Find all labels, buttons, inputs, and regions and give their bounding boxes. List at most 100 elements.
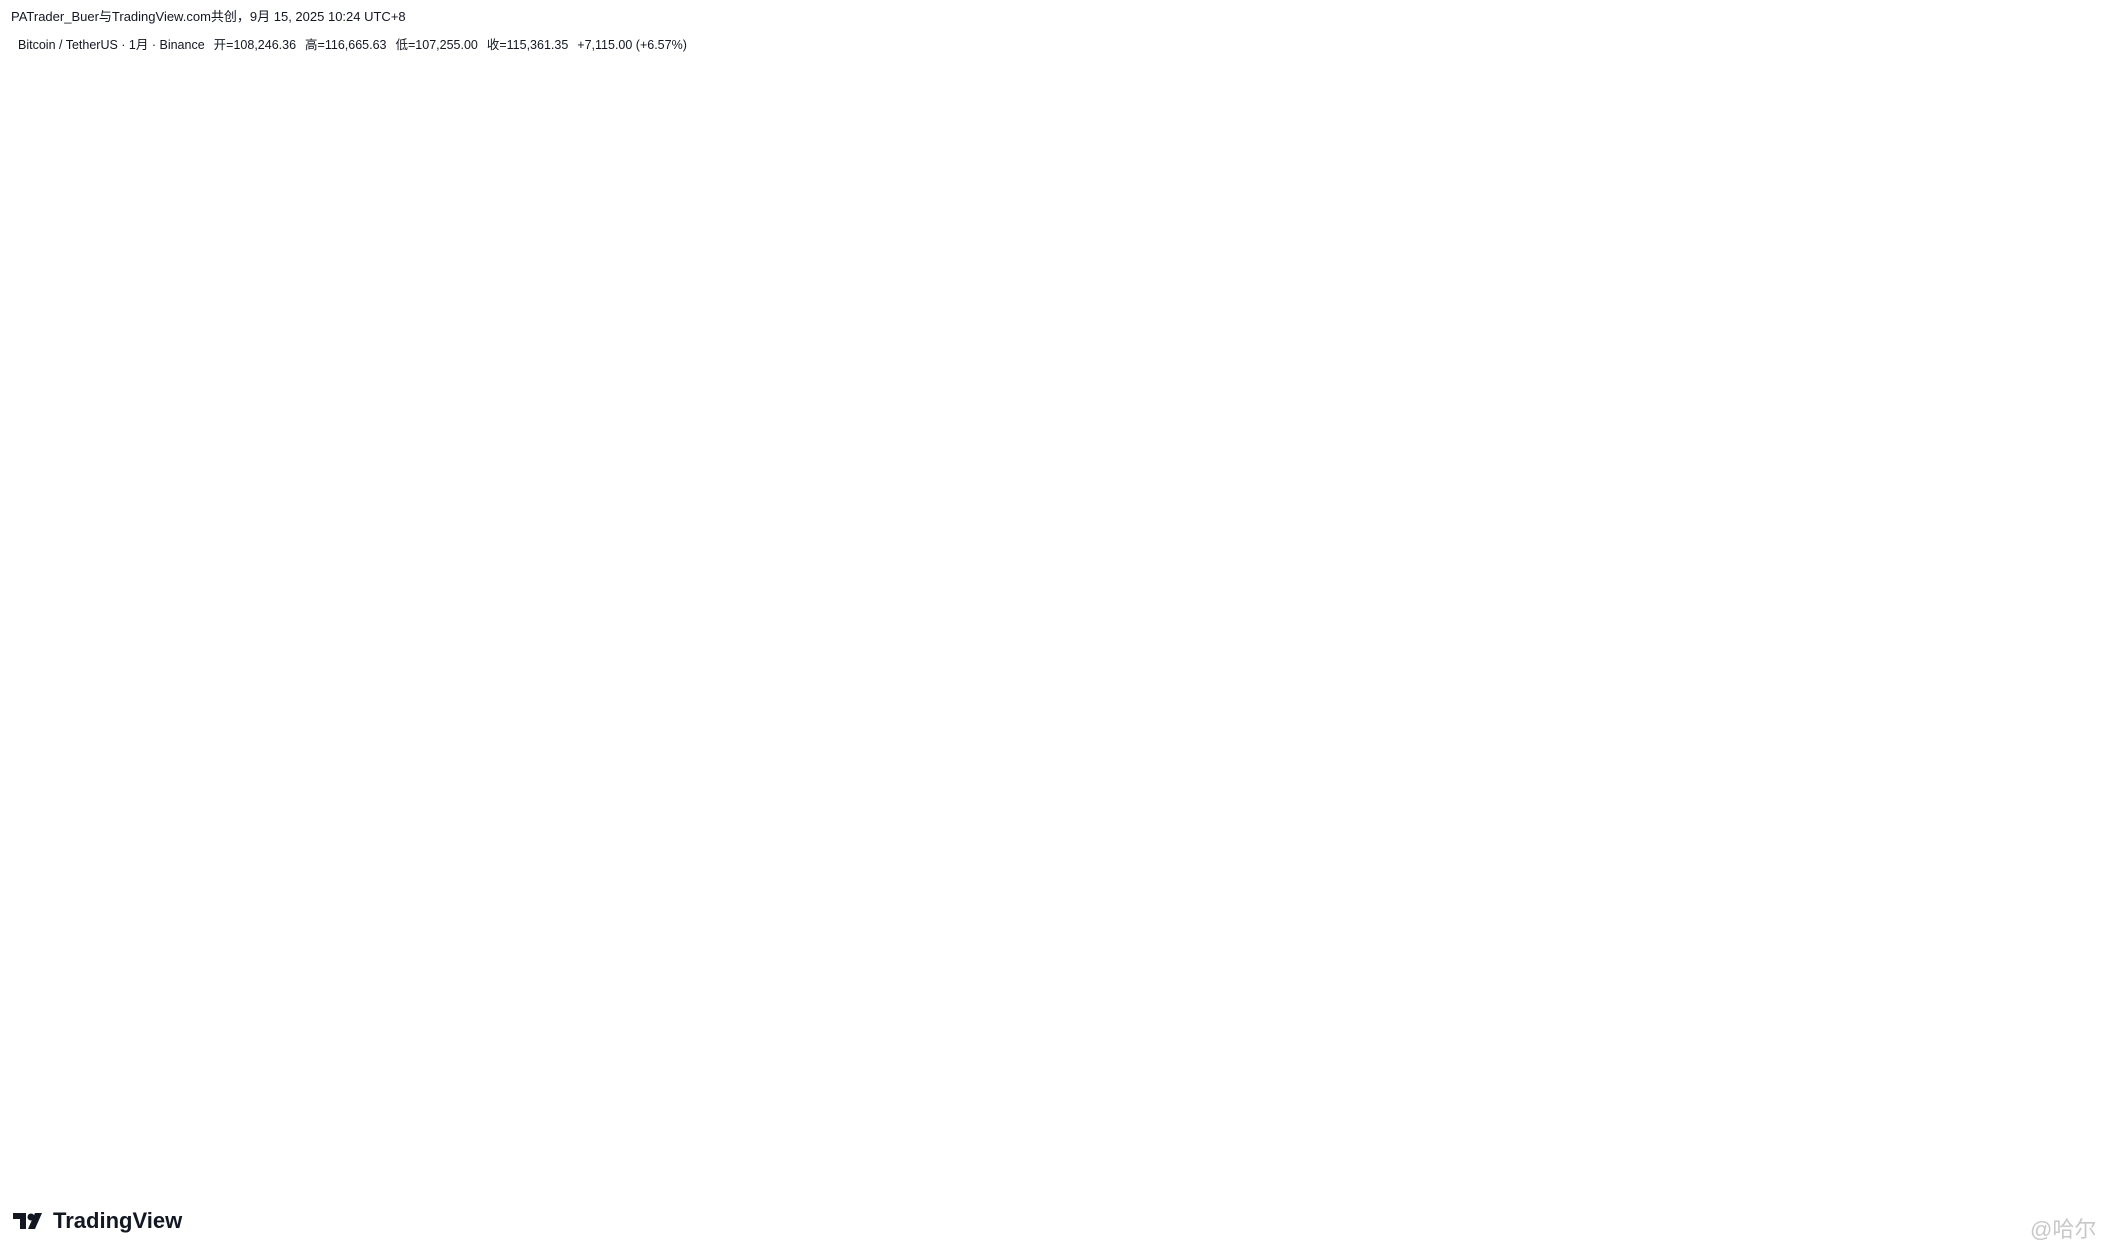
candle-body [738, 852, 745, 926]
candle-body [1135, 439, 1142, 503]
candle-body [1358, 506, 1366, 509]
symbol-info: 低=107,255.00 [395, 38, 478, 52]
candle-body [862, 954, 869, 970]
symbol-info: Bitcoin / TetherUS · 1月 · Binance [18, 38, 205, 52]
y-tick-label: 33,000.00 [2037, 545, 2095, 560]
x-tick-label: 2025 [1447, 1170, 1476, 1185]
candle-body [1069, 495, 1076, 554]
candle-body [1482, 360, 1490, 386]
candle-body [1118, 487, 1126, 513]
symbol-line: Bitcoin / TetherUS · 1月 · Binance 开=108,2… [18, 34, 696, 53]
candle-body [1366, 440, 1374, 508]
candle-body [1466, 345, 1473, 383]
y-tick-label: 11,200.00 [2038, 744, 2095, 759]
candle-body [1457, 345, 1465, 363]
y-tick-label: 4,500.00 [2044, 911, 2095, 926]
y-tick-label: 480,000.00 [2030, 54, 2095, 69]
y-tick-label: 180,000.00 [2030, 234, 2095, 249]
y-tick-label: 1,340.00 [2044, 1133, 2095, 1148]
candle-body [1176, 494, 1184, 506]
logo: TradingView [13, 1208, 182, 1234]
y-tick-label: 1,900.00 [2044, 1069, 2095, 1084]
candle-body [1507, 322, 1515, 339]
y-tick-label: 16,000.00 [2037, 678, 2095, 693]
y-tick-label: 49,000.00 [2037, 473, 2095, 488]
candle-body [1441, 356, 1448, 416]
candle-body [1151, 453, 1159, 493]
y-tick-label: 5,500.00 [2044, 874, 2095, 889]
candle-body [944, 788, 952, 826]
candle-body [1209, 617, 1217, 647]
candle-body [754, 714, 762, 777]
candle-body [878, 935, 886, 951]
x-tick-label: 2019 [851, 1170, 880, 1185]
candle-body [721, 910, 729, 930]
candle-body [1201, 560, 1209, 647]
y-tick-label: 150,000.00 [2030, 267, 2095, 282]
candle-body [870, 949, 878, 970]
candle-body [763, 714, 770, 769]
candle-body [1085, 447, 1093, 452]
candle-body [1449, 356, 1457, 363]
y-tick-label: 2,260.00 [2044, 1037, 2095, 1052]
x-tick-label: 2018 [752, 1170, 781, 1185]
y-tick-label: 6,500.00 [2044, 843, 2095, 858]
candle-body [1515, 322, 1523, 337]
x-tick-label: 2029 [1844, 1170, 1873, 1185]
y-tick-label: 86,000.00 [2037, 369, 2095, 384]
logo-icon [13, 1213, 42, 1229]
x-tick-label: 2020 [950, 1170, 979, 1185]
candle-body [1044, 648, 1051, 715]
y-tick-label: 19,000.00 [2037, 647, 2095, 662]
y-tick-label: 3,800.00 [2044, 942, 2095, 957]
lightning-bolt [1526, 1145, 1533, 1159]
x-tick-label: 2021 [1050, 1170, 1079, 1185]
x-tick-label: 2024 [1347, 1170, 1377, 1185]
y-tick-label: 126,000.00 [2030, 299, 2095, 314]
candle-body [1102, 531, 1109, 544]
candle-body [920, 770, 927, 782]
candle-body [1333, 544, 1341, 592]
candle-body [1259, 618, 1266, 682]
symbol-info: 收=115,361.35 [486, 38, 569, 52]
candle-body [1267, 618, 1275, 621]
candle-body [1052, 577, 1060, 650]
countdown: 15d 22h [2045, 330, 2092, 345]
candle-body [887, 888, 894, 937]
x-tick-label: 2026 [1546, 1170, 1575, 1185]
candle-body [1234, 640, 1242, 652]
y-tick-label: 3,200.00 [2044, 973, 2095, 988]
lightning-icon[interactable] [1519, 1142, 1539, 1162]
candle-body [1027, 744, 1035, 760]
candle-body [1499, 337, 1506, 343]
candle-body [961, 784, 969, 834]
candle-body [1375, 411, 1382, 442]
candle-body [854, 938, 861, 956]
y-tick-label: 400,000.00 [2030, 87, 2095, 102]
candle-body [1019, 744, 1027, 751]
candle-body [771, 766, 778, 769]
y-tick-label: 320,000.00 [2030, 128, 2095, 143]
y-tick-label: 13,200.00 [2037, 713, 2095, 728]
candle-body [1292, 575, 1300, 590]
x-tick-label: 2030 [1943, 1170, 1972, 1185]
candle-body [1217, 617, 1225, 646]
candle-body [1433, 414, 1440, 435]
candle-body [1490, 341, 1498, 362]
candle-body [1168, 504, 1175, 527]
candle-body [936, 788, 944, 808]
candle-body [837, 847, 845, 857]
candle-body [812, 819, 820, 856]
y-tick-label: 7,700.00 [2044, 812, 2095, 827]
candle-body [729, 911, 737, 926]
candle-body [1011, 749, 1018, 790]
candle-body [1184, 494, 1192, 531]
candle-body [969, 784, 977, 803]
candle-body [953, 824, 960, 834]
candle-body [1193, 529, 1200, 562]
candle-body [986, 799, 994, 855]
candle-body [978, 801, 985, 856]
header: PATrader_Buer与TradingView.com共创，9月 15, 2… [11, 9, 406, 24]
candle-body [1110, 511, 1118, 544]
